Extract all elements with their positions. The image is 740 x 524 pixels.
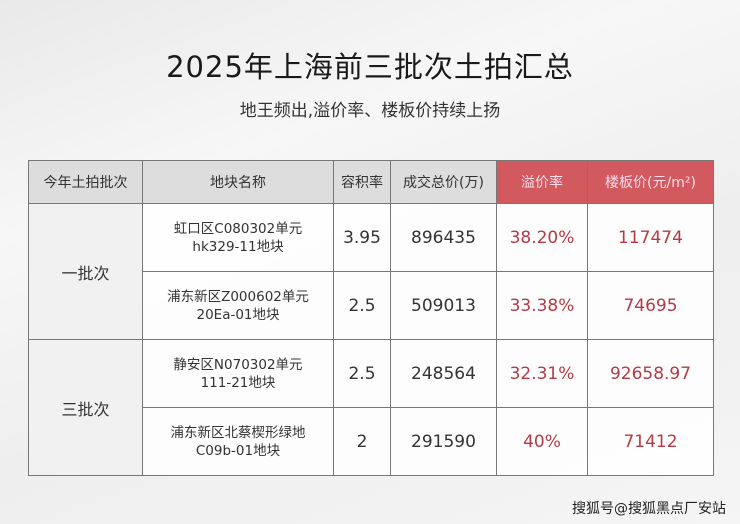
batch-cell: 一批次 <box>28 203 143 340</box>
header-far: 容积率 <box>333 160 391 204</box>
page-subtitle: 地王频出,溢价率、楼板价持续上扬 <box>239 101 501 121</box>
header-plot-name: 地块名称 <box>142 160 334 204</box>
table-row: 浦东新区北蔡楔形绿地 C09b-01地块 2 291590 40% 71412 <box>29 407 714 476</box>
far-cell: 2.5 <box>333 339 391 408</box>
plot-name-line1: 静安区N070302单元 <box>173 356 303 373</box>
table-row: 一批次 虹口区C080302单元 hk329-11地块 3.95 896435 3… <box>28 203 714 340</box>
premium-rate-cell: 32.31% <box>496 339 588 408</box>
far-cell: 3.95 <box>333 203 391 272</box>
floor-price-cell: 71412 <box>587 407 714 476</box>
table-row: 浦东新区Z000602单元 20Ea-01地块 2.5 509013 33.38%… <box>29 271 714 340</box>
total-price-cell: 248564 <box>390 339 497 408</box>
plot-name-cell: 静安区N070302单元 111-21地块 <box>142 339 334 408</box>
table-header-row: 今年土拍批次 地块名称 容积率 成交总价(万) 溢价率 楼板价(元/m²) <box>28 160 714 204</box>
plot-name-line2: 20Ea-01地块 <box>196 306 280 323</box>
floor-price-cell: 74695 <box>587 271 714 340</box>
floor-price-cell: 92658.97 <box>587 339 714 408</box>
premium-rate-cell: 40% <box>496 407 588 476</box>
plot-name-cell: 浦东新区北蔡楔形绿地 C09b-01地块 <box>142 407 334 476</box>
total-price-cell: 291590 <box>390 407 497 476</box>
page-title: 2025年上海前三批次土拍汇总 <box>166 50 574 84</box>
plot-name-line1: 浦东新区北蔡楔形绿地 <box>170 424 306 441</box>
batch-cell: 三批次 <box>28 339 143 476</box>
premium-rate-cell: 33.38% <box>496 271 588 340</box>
floor-price-cell: 117474 <box>587 203 714 272</box>
far-cell: 2.5 <box>333 271 391 340</box>
plot-name-line1: 虹口区C080302单元 <box>173 220 303 237</box>
total-price-cell: 509013 <box>390 271 497 340</box>
plot-name-line2: hk329-11地块 <box>192 238 284 255</box>
header-premium-rate: 溢价率 <box>496 160 588 204</box>
plot-name-cell: 虹口区C080302单元 hk329-11地块 <box>142 203 334 272</box>
plot-name-line2: C09b-01地块 <box>195 442 281 459</box>
total-price-cell: 896435 <box>390 203 497 272</box>
premium-rate-cell: 38.20% <box>496 203 588 272</box>
far-cell: 2 <box>333 407 391 476</box>
header-batch: 今年土拍批次 <box>28 160 143 204</box>
watermark: 搜狐号@搜狐黑点厂安站 <box>572 501 726 517</box>
plot-name-line1: 浦东新区Z000602单元 <box>167 288 309 305</box>
plot-name-cell: 浦东新区Z000602单元 20Ea-01地块 <box>142 271 334 340</box>
plot-name-line2: 111-21地块 <box>200 374 276 391</box>
land-auction-table: 今年土拍批次 地块名称 容积率 成交总价(万) 溢价率 楼板价(元/m²) 一批… <box>28 160 714 476</box>
header-total-price: 成交总价(万) <box>390 160 497 204</box>
header-floor-price: 楼板价(元/m²) <box>587 160 714 204</box>
table-row: 三批次 静安区N070302单元 111-21地块 2.5 248564 32.3… <box>28 339 714 476</box>
